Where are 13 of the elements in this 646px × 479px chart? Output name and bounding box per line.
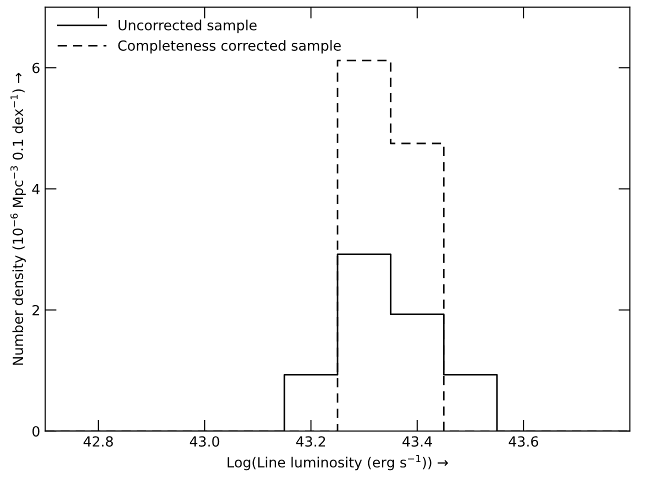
- legend-label: Uncorrected sample: [118, 20, 257, 34]
- legend-label: Completeness corrected sample: [118, 40, 341, 54]
- x-tick-label: 42.8: [84, 436, 113, 447]
- x-tick-label: 43.2: [296, 436, 326, 447]
- x-tick-label: 43.6: [508, 436, 538, 447]
- x-tick-label: 43.4: [402, 436, 432, 447]
- y-axis-title: Number density (10$^{−6}$ Mpc$^{−3}$ 0.1 dex$^{−1}$) →: [10, 72, 26, 365]
- x-axis-title: Log(Line luminosity (erg s$^{−1}$)) →: [228, 454, 448, 470]
- y-tick-label: 6: [32, 62, 40, 74]
- y-tick-label: 2: [32, 304, 39, 316]
- y-tick-label: 4: [32, 184, 40, 194]
- x-tick-label: 43.0: [190, 436, 220, 447]
- y-tick-label: 0: [32, 426, 40, 437]
